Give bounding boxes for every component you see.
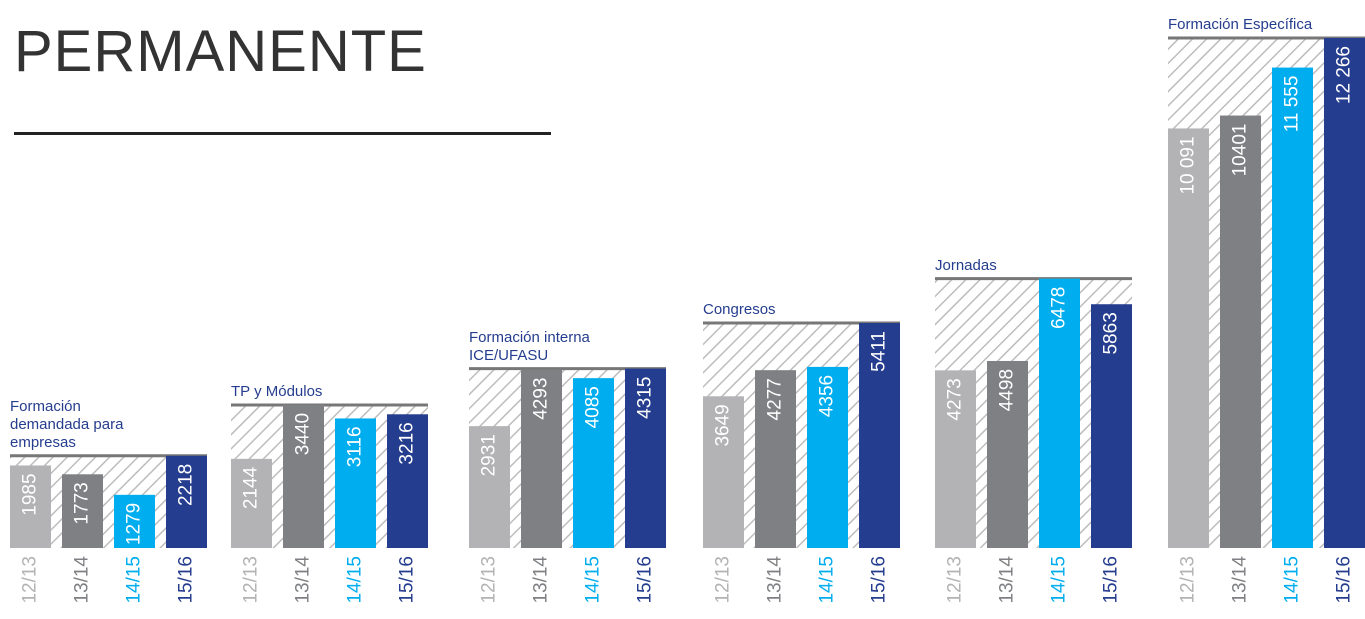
year-label: 12/13 (1178, 556, 1199, 604)
year-label: 15/16 (397, 556, 418, 604)
value-label: 4293 (531, 378, 552, 420)
value-label: 5863 (1101, 312, 1122, 354)
value-label: 10401 (1230, 124, 1251, 177)
year-label: 14/15 (345, 556, 366, 604)
value-label: 10 091 (1178, 136, 1199, 194)
bar (625, 368, 666, 548)
year-label: 15/16 (176, 556, 197, 604)
group-label: Jornadas (935, 256, 997, 274)
bar (521, 369, 562, 548)
bar (387, 414, 428, 548)
bar (1220, 115, 1261, 549)
bar (1272, 67, 1313, 549)
year-label: 12/13 (241, 556, 262, 604)
group-label: Formación Específica (1168, 16, 1313, 33)
bar (62, 474, 103, 548)
bar (987, 360, 1028, 548)
bar (114, 494, 155, 548)
bar (335, 418, 376, 548)
year-label: 12/13 (479, 556, 500, 604)
bar (283, 404, 324, 548)
year-label: 13/14 (531, 556, 552, 604)
value-label: 11 555 (1282, 76, 1303, 133)
year-label: 14/15 (1049, 556, 1070, 604)
year-label: 15/16 (1101, 556, 1122, 604)
bar (231, 458, 272, 548)
year-label: 13/14 (765, 556, 786, 604)
bar (703, 396, 744, 548)
year-label: 14/15 (817, 556, 838, 604)
title-rule (14, 132, 551, 135)
value-label: 2931 (479, 434, 500, 476)
bar (807, 366, 848, 548)
value-label: 4498 (997, 369, 1018, 411)
bar (10, 465, 51, 548)
bar (1091, 304, 1132, 548)
bar (1324, 38, 1365, 548)
value-label: 1773 (72, 482, 93, 524)
value-label: 4315 (635, 377, 656, 419)
group-label: Formación demandada para empresas (10, 397, 124, 451)
group-label: Formación interna ICE/UFASU (469, 328, 590, 364)
value-label: 6478 (1049, 287, 1070, 329)
value-label: 2144 (241, 466, 262, 509)
bar (469, 426, 510, 548)
bar (166, 455, 207, 548)
year-label: 15/16 (869, 556, 890, 604)
year-label: 12/13 (945, 556, 966, 604)
chart-title: PERMANENTE (14, 19, 427, 84)
value-label: 4277 (765, 378, 786, 420)
year-label: 12/13 (713, 556, 734, 604)
year-label: 14/15 (583, 556, 604, 604)
year-label: 13/14 (293, 556, 314, 604)
value-label: 2218 (176, 464, 197, 506)
year-label: 14/15 (124, 556, 145, 604)
year-label: 13/14 (72, 556, 93, 604)
value-label: 1985 (20, 473, 41, 515)
value-label: 3649 (713, 404, 734, 446)
bar (573, 378, 614, 548)
bar (1039, 278, 1080, 548)
bar (755, 370, 796, 548)
bar (935, 370, 976, 548)
year-label: 15/16 (635, 556, 656, 604)
group-label: Congresos (703, 301, 776, 319)
bar (1168, 128, 1209, 548)
value-label: 3116 (345, 426, 366, 467)
value-label: 4273 (945, 378, 966, 420)
year-label: 12/13 (20, 556, 41, 604)
value-label: 4085 (583, 386, 604, 428)
year-label: 13/14 (997, 556, 1018, 604)
bar (859, 323, 900, 548)
value-label: 12 266 (1334, 46, 1355, 104)
value-label: 3440 (293, 413, 314, 455)
year-label: 13/14 (1230, 556, 1251, 604)
value-label: 1279 (124, 503, 145, 545)
year-label: 15/16 (1334, 556, 1355, 604)
year-label: 14/15 (1282, 556, 1303, 604)
value-label: 4356 (817, 375, 838, 417)
group-label: TP y Módulos (231, 382, 323, 400)
value-label: 3216 (397, 422, 418, 464)
value-label: 5411 (869, 331, 890, 372)
